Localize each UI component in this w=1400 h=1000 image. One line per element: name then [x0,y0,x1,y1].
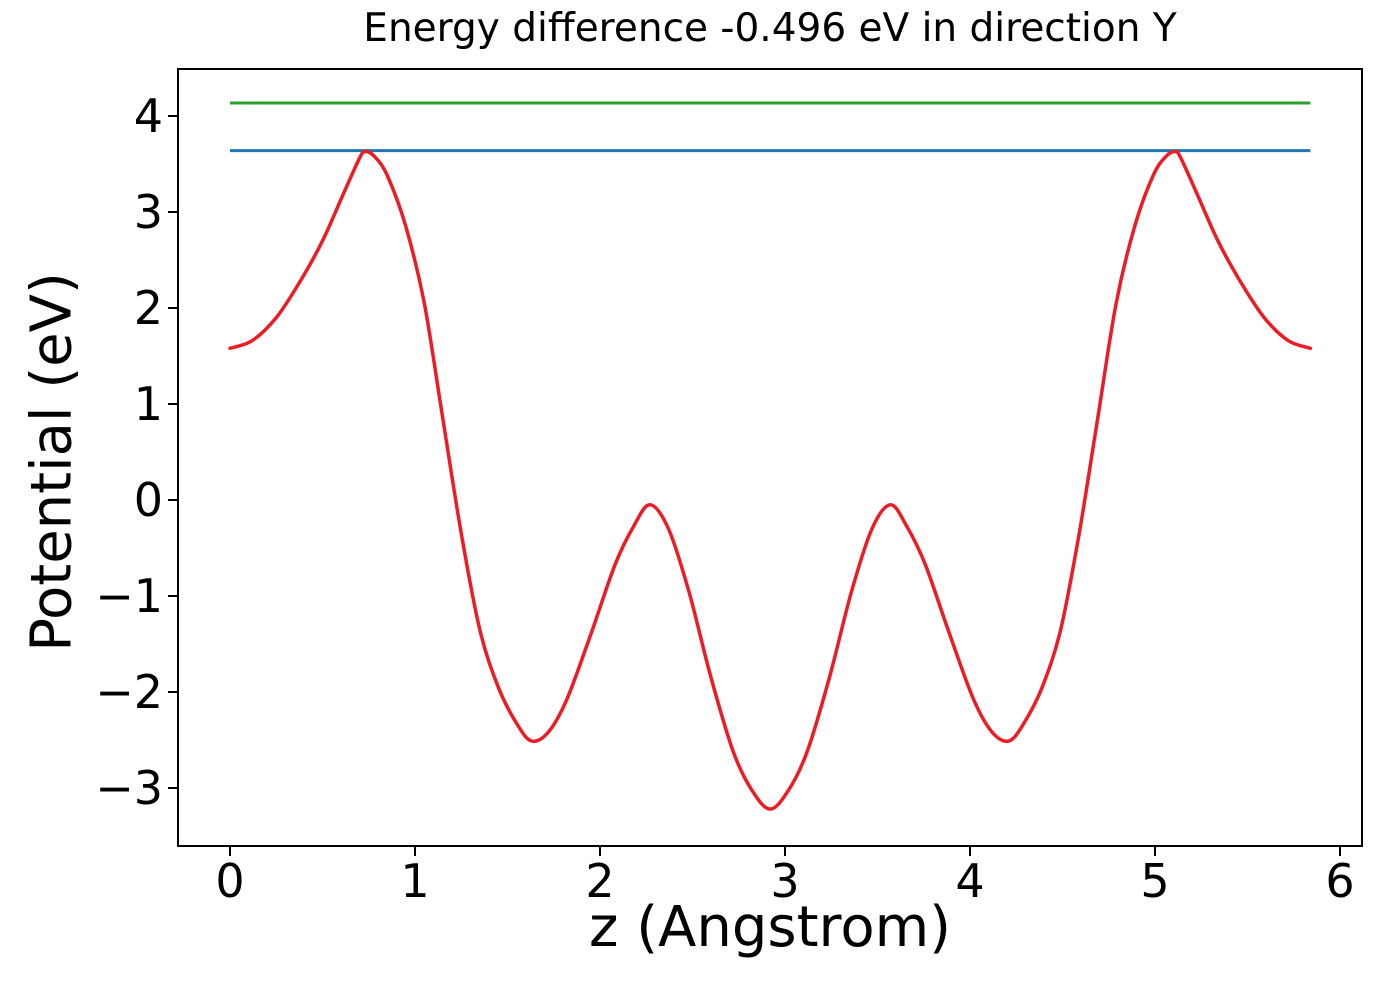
x-tick-label-5: 5 [1140,854,1170,908]
x-tick-2 [599,847,601,856]
x-tick-label-1: 1 [400,854,430,908]
chart-title: Energy difference -0.496 eV in direction… [363,6,1177,51]
y-tick-4 [168,114,177,117]
x-tick-1 [414,847,416,856]
potential-curve [228,149,1313,811]
y-tick-label-2: 2 [133,280,163,335]
y-tick-−2 [168,690,177,693]
y-tick-3 [168,210,177,213]
x-tick-5 [1154,847,1156,856]
y-tick-1 [168,402,177,405]
plot-area [177,68,1363,847]
x-tick-4 [969,847,971,856]
y-tick-label-1: 1 [133,376,163,431]
y-tick-label-3: 3 [133,184,163,239]
x-tick-0 [229,847,231,856]
x-tick-3 [784,847,786,856]
x-tick-label-3: 3 [770,854,800,908]
y-tick-label-−2: −2 [95,664,163,719]
x-tick-label-0: 0 [215,854,245,908]
x-axis-label: z (Angstrom) [589,895,951,960]
y-tick-label-−1: −1 [95,568,163,623]
y-tick-label-−3: −3 [95,760,163,815]
x-tick-label-4: 4 [955,854,985,908]
x-tick-label-2: 2 [585,854,615,908]
y-tick-−3 [168,786,177,789]
y-tick-label-0: 0 [133,472,163,527]
y-tick-label-4: 4 [133,88,163,143]
axes-frame [177,68,1363,847]
x-tick-label-6: 6 [1325,854,1355,908]
y-tick-0 [168,498,177,501]
y-tick-−1 [168,594,177,597]
y-tick-2 [168,306,177,309]
x-tick-6 [1339,847,1341,856]
